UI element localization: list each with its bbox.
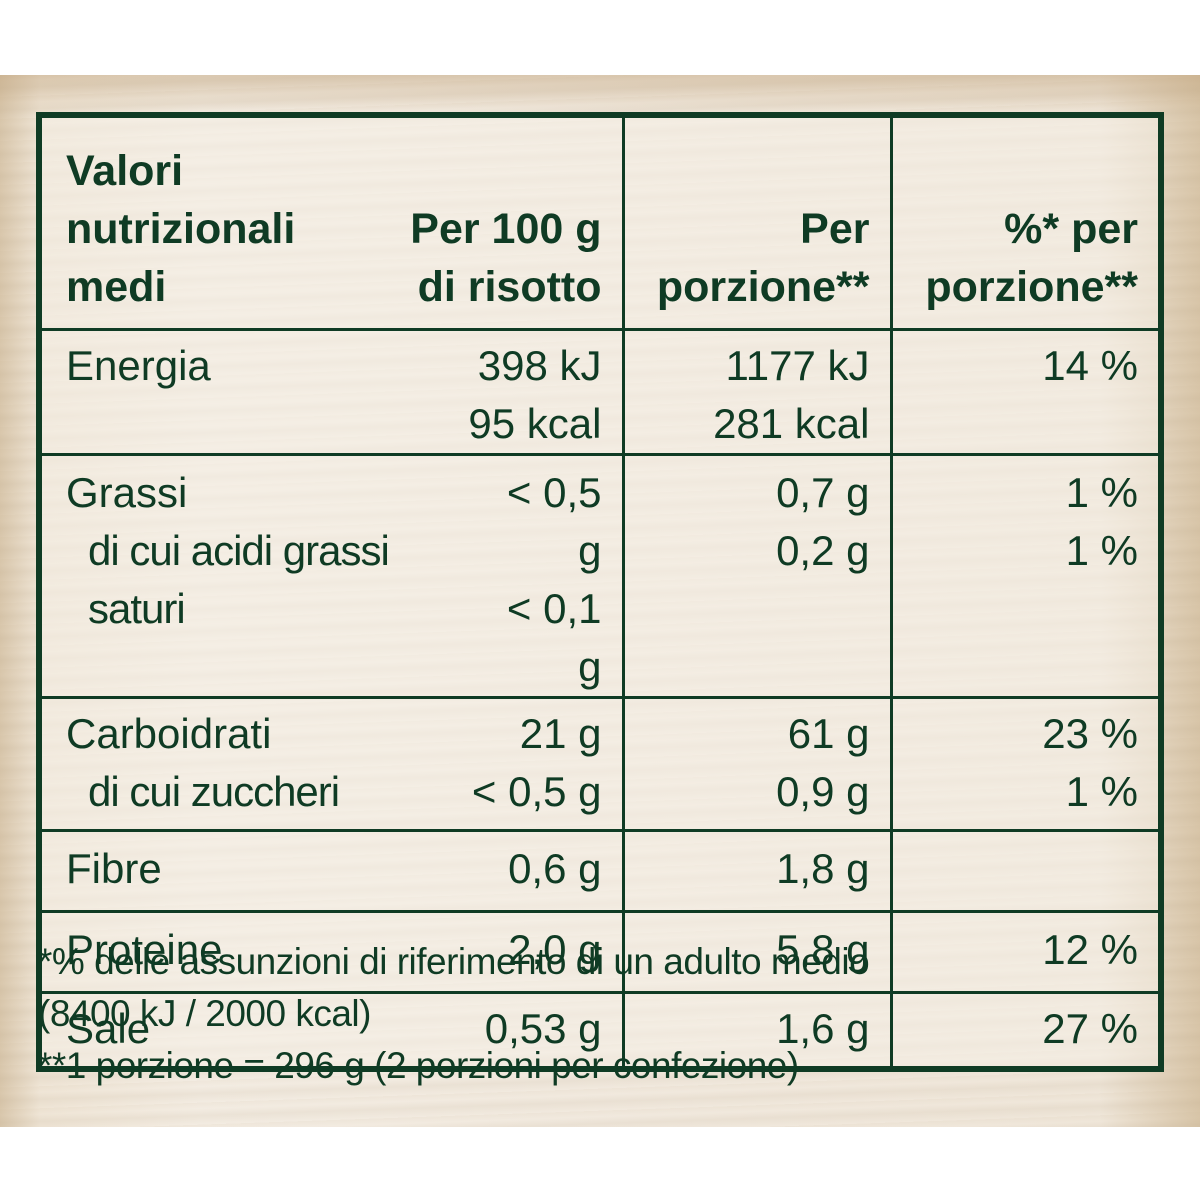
- value: 61 g: [787, 710, 870, 757]
- cell-portion: 1,8 g: [621, 829, 893, 913]
- header-per100: di risotto: [417, 263, 602, 311]
- header-nutrients-per100: Valori nutrizionali medi Per 100 g di ri…: [37, 113, 625, 331]
- nutrition-table: Valori nutrizionali medi Per 100 g di ri…: [36, 112, 1164, 1072]
- table-row-energia: Energia 398 kJ 95 kcal 1177 kJ 281 kcal …: [37, 328, 1163, 456]
- header-label: porzione**: [925, 263, 1138, 311]
- header-per-portion: Per porzione**: [621, 113, 893, 331]
- value: 1 %: [1065, 469, 1138, 516]
- value: 1,6 g: [776, 1005, 870, 1052]
- table-row-fibre: Fibre 0,6 g 1,8 g: [37, 829, 1163, 913]
- footnote-reference-intake: *% delle assunzioni di riferimento di un…: [38, 941, 870, 982]
- value: < 0,5 g: [471, 768, 602, 815]
- cell-pct: 23 % 1 %: [889, 696, 1163, 832]
- footnotes: *% delle assunzioni di riferimento di un…: [38, 936, 870, 1092]
- value: 21 g: [519, 710, 602, 757]
- cell-pct: [889, 829, 1163, 913]
- cell-carboidrati: Carboidrati di cui zuccheri 21 g < 0,5 g: [37, 696, 625, 832]
- nutrient-subname: di cui acidi grassi saturi: [88, 527, 390, 632]
- nutrient-name: Fibre: [66, 845, 162, 892]
- footnote-portion: **1 porzione = 296 g (2 porzioni per con…: [38, 1045, 799, 1086]
- cell-portion: 61 g 0,9 g: [621, 696, 893, 832]
- value: 5,8 g: [776, 926, 870, 973]
- value: < 0,1 g: [506, 585, 602, 690]
- table-row-proteine: Proteine 2,0 g 5,8 g 12 %: [37, 910, 1163, 994]
- value: 1177 kJ: [725, 342, 870, 389]
- cell-fibre: Fibre 0,6 g: [37, 829, 625, 913]
- cell-portion: 1,6 g: [621, 991, 893, 1071]
- header-row: Valori nutrizionali medi Per 100 g di ri…: [37, 113, 1163, 331]
- nutrient-name: Sale: [66, 1005, 151, 1052]
- value: 398 kJ: [477, 342, 602, 389]
- header-label: porzione**: [656, 263, 870, 311]
- table-row-grassi: Grassi di cui acidi grassi saturi < 0,5 …: [37, 453, 1163, 699]
- nutrient-name: Proteine: [66, 926, 223, 973]
- value: 0,6 g: [508, 845, 602, 892]
- value: 281 kcal: [713, 400, 870, 447]
- nutrient-name: Grassi: [66, 469, 188, 516]
- value: 1 %: [1065, 527, 1138, 574]
- value: 1,8 g: [776, 845, 870, 892]
- value: 0,7 g: [776, 469, 870, 516]
- cell-portion: 1177 kJ 281 kcal: [621, 328, 893, 456]
- nutrient-name: Energia: [66, 342, 211, 389]
- footnote-energy-reference: (8400 kJ / 2000 kcal): [38, 993, 371, 1034]
- header-label: medi: [66, 263, 167, 311]
- header-per100: Per 100 g: [410, 205, 602, 253]
- value: 27 %: [1042, 1005, 1138, 1052]
- value: 0,2 g: [776, 527, 870, 574]
- header-label: Valori: [66, 147, 184, 195]
- table-row-sale: Sale 0,53 g 1,6 g 27 %: [37, 991, 1163, 1071]
- nutrient-subname: di cui zuccheri: [88, 768, 340, 815]
- cell-pct: 14 %: [889, 328, 1163, 456]
- cell-portion: 5,8 g: [621, 910, 893, 994]
- cell-pct: 12 %: [889, 910, 1163, 994]
- header-pct-portion: %* per porzione**: [889, 113, 1163, 331]
- value: 0,53 g: [484, 1005, 602, 1052]
- nutrient-name: Carboidrati: [66, 710, 272, 757]
- header-label: Per: [800, 205, 870, 253]
- header-label: nutrizionali: [66, 205, 296, 253]
- cell-proteine: Proteine 2,0 g: [37, 910, 625, 994]
- cell-pct: 27 %: [889, 991, 1163, 1071]
- cell-sale: Sale 0,53 g: [37, 991, 625, 1071]
- value: < 0,5 g: [506, 469, 602, 574]
- table-row-carboidrati: Carboidrati di cui zuccheri 21 g < 0,5 g…: [37, 696, 1163, 832]
- cell-pct: 1 % 1 %: [889, 453, 1163, 699]
- value: 23 %: [1042, 710, 1138, 757]
- value: 12 %: [1042, 926, 1138, 973]
- cell-grassi: Grassi di cui acidi grassi saturi < 0,5 …: [37, 453, 625, 699]
- value: 1 %: [1065, 768, 1138, 815]
- value: 0,9 g: [776, 768, 870, 815]
- value: 95 kcal: [468, 400, 602, 447]
- cell-portion: 0,7 g 0,2 g: [621, 453, 893, 699]
- value: 14 %: [1042, 342, 1138, 389]
- header-label: %* per: [1004, 205, 1138, 253]
- cell-energia: Energia 398 kJ 95 kcal: [37, 328, 625, 456]
- value: 2,0 g: [508, 926, 602, 973]
